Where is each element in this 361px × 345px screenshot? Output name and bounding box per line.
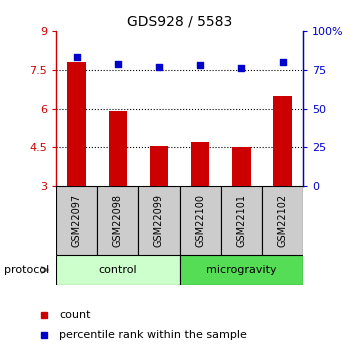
Point [197, 62, 203, 68]
Bar [138, 186, 180, 255]
Text: GSM22097: GSM22097 [71, 194, 82, 247]
Text: GSM22100: GSM22100 [195, 194, 205, 247]
Title: GDS928 / 5583: GDS928 / 5583 [127, 14, 232, 29]
Bar [150, 146, 168, 186]
Bar [191, 142, 209, 186]
Bar [56, 255, 180, 285]
Bar [56, 186, 97, 255]
Text: microgravity: microgravity [206, 265, 277, 275]
Bar [180, 186, 221, 255]
Text: GSM22101: GSM22101 [236, 194, 247, 247]
Text: GSM22099: GSM22099 [154, 194, 164, 247]
Text: GSM22102: GSM22102 [278, 194, 288, 247]
Bar [67, 62, 86, 186]
Text: GSM22098: GSM22098 [113, 194, 123, 247]
Text: control: control [99, 265, 137, 275]
Point [156, 64, 162, 70]
Point [280, 59, 286, 65]
Text: protocol: protocol [4, 265, 49, 275]
Text: count: count [59, 310, 91, 320]
Bar [97, 186, 138, 255]
Text: percentile rank within the sample: percentile rank within the sample [59, 330, 247, 339]
Bar [109, 111, 127, 186]
Bar [180, 255, 303, 285]
Bar [262, 186, 303, 255]
Bar [232, 148, 251, 186]
Bar [221, 186, 262, 255]
Point [115, 61, 121, 67]
Point [74, 55, 79, 60]
Point [239, 66, 244, 71]
Bar [273, 96, 292, 186]
